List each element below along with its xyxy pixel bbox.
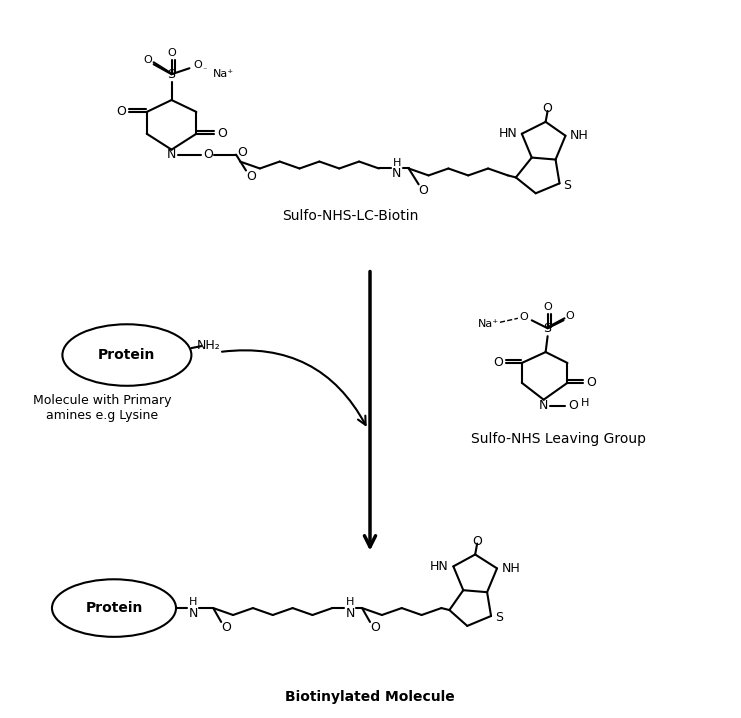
Text: NH₂: NH₂ (196, 339, 220, 352)
Text: H: H (346, 597, 354, 607)
Text: N: N (392, 167, 402, 180)
Text: HN: HN (430, 560, 449, 573)
Text: O: O (167, 48, 176, 58)
Text: HN: HN (499, 127, 517, 140)
FancyArrowPatch shape (222, 350, 365, 425)
Text: S: S (495, 612, 503, 625)
Text: Sulfo-NHS Leaving Group: Sulfo-NHS Leaving Group (471, 432, 646, 447)
Text: Biotinylated Molecule: Biotinylated Molecule (285, 691, 455, 704)
Text: O: O (370, 621, 380, 635)
Text: S: S (563, 179, 571, 192)
Text: H: H (393, 157, 401, 167)
Text: O: O (419, 184, 428, 197)
Text: O: O (203, 148, 213, 161)
Text: S: S (167, 67, 176, 80)
Text: N: N (167, 148, 176, 161)
Text: O: O (143, 55, 152, 65)
Text: Na⁺: Na⁺ (213, 69, 233, 79)
Text: O: O (493, 356, 503, 370)
Text: NH: NH (570, 129, 589, 142)
Text: O: O (246, 170, 256, 183)
Text: O: O (237, 146, 247, 159)
Text: O: O (193, 60, 202, 70)
Text: Protein: Protein (99, 348, 156, 362)
Text: ⁻: ⁻ (202, 66, 207, 75)
Text: O: O (568, 399, 579, 412)
Text: O: O (586, 376, 597, 389)
Text: S: S (544, 322, 551, 335)
Text: O: O (221, 621, 231, 635)
Text: O: O (542, 103, 553, 116)
Text: N: N (539, 399, 548, 412)
Text: N: N (189, 607, 198, 620)
Text: O: O (519, 312, 528, 322)
Text: Molecule with Primary
amines e.g Lysine: Molecule with Primary amines e.g Lysine (33, 393, 171, 421)
Text: Protein: Protein (85, 601, 143, 615)
Text: O: O (543, 302, 552, 312)
Text: Na⁺: Na⁺ (477, 320, 499, 330)
Text: NH: NH (502, 562, 520, 575)
Text: O: O (565, 312, 574, 322)
Text: O: O (217, 127, 227, 140)
Text: Sulfo-NHS-LC-Biotin: Sulfo-NHS-LC-Biotin (282, 209, 419, 223)
Text: O: O (472, 535, 482, 548)
Text: O: O (116, 106, 126, 118)
Text: H: H (189, 597, 198, 607)
Text: H: H (581, 398, 590, 408)
Text: N: N (345, 607, 355, 620)
